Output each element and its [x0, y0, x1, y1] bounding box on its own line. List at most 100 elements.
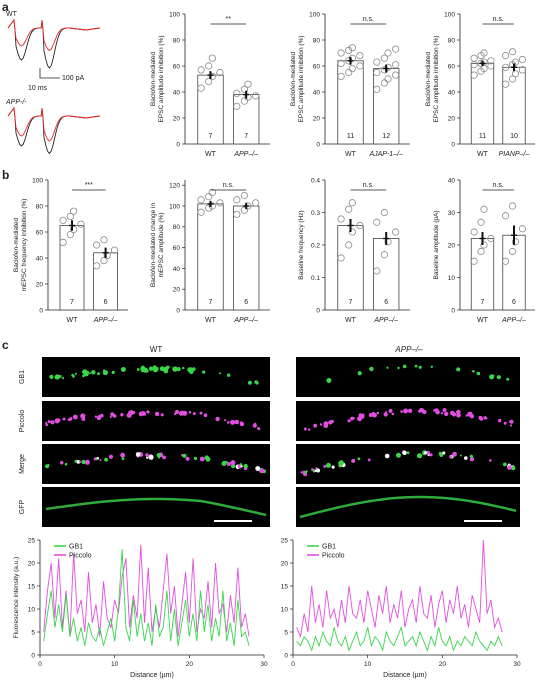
- puncta: [369, 366, 374, 372]
- puncta: [323, 465, 327, 468]
- n-label: 7: [244, 133, 248, 140]
- puncta: [496, 375, 501, 380]
- data-point: [373, 58, 381, 66]
- data-point: [240, 85, 248, 94]
- puncta: [239, 463, 243, 466]
- category-label: APP–/–: [373, 317, 398, 324]
- data-point: [197, 196, 205, 204]
- data-point: [100, 256, 108, 265]
- puncta: [109, 416, 112, 418]
- puncta: [73, 414, 78, 420]
- data-point: [205, 78, 213, 86]
- puncta: [357, 416, 362, 422]
- puncta: [429, 453, 433, 457]
- data-point: [384, 49, 392, 57]
- y-axis-label: Baclofen-mediated: [425, 52, 432, 107]
- puncta: [74, 460, 78, 463]
- puncta: [45, 423, 49, 427]
- puncta: [430, 365, 433, 368]
- n-label: 6: [512, 299, 516, 306]
- y-tick-label: 80: [313, 37, 321, 44]
- puncta: [146, 410, 150, 414]
- data-point: [501, 80, 510, 88]
- category-label: APP–/–: [233, 317, 258, 324]
- puncta: [498, 418, 502, 423]
- puncta: [328, 420, 333, 425]
- puncta: [139, 413, 142, 416]
- category-label: AJAP-1–/–: [368, 151, 403, 158]
- puncta: [311, 468, 314, 471]
- puncta: [225, 460, 228, 464]
- puncta: [444, 411, 449, 417]
- y-tick-label: 80: [173, 224, 181, 231]
- y-tick-label: 0: [451, 307, 455, 314]
- puncta: [449, 455, 453, 459]
- puncta: [146, 456, 149, 459]
- data-point: [348, 44, 356, 52]
- puncta: [452, 451, 457, 457]
- bar-0: [337, 225, 364, 311]
- puncta: [472, 370, 475, 373]
- data-point: [252, 199, 260, 207]
- data-point: [508, 202, 517, 210]
- n-label: 12: [382, 133, 390, 140]
- puncta: [323, 421, 329, 426]
- puncta: [456, 412, 461, 418]
- puncta: [203, 413, 208, 418]
- puncta: [72, 374, 75, 378]
- y-axis-label: Baseline frequency (Hz): [298, 210, 305, 279]
- y-axis-label: EPSC amplitude inhibition (%): [433, 35, 440, 122]
- puncta: [99, 459, 102, 461]
- y-tick-label: 0: [316, 141, 320, 148]
- puncta: [80, 413, 86, 419]
- puncta: [189, 367, 193, 371]
- puncta: [407, 408, 413, 413]
- series-line: [296, 625, 503, 652]
- bar-chart-a1: 0 20 40 60 80 100 7 WT 7 APP–/– ** Baclofen-mediate…: [150, 11, 270, 158]
- puncta: [319, 423, 323, 426]
- micrograph-frame: [42, 357, 270, 397]
- puncta: [178, 411, 184, 416]
- puncta: [489, 459, 492, 462]
- panel-letter-a: a: [2, 0, 9, 14]
- category-label: APP–/–: [93, 317, 118, 324]
- puncta: [303, 427, 307, 431]
- data-point: [380, 79, 388, 87]
- puncta: [259, 468, 265, 474]
- micrograph-row-label: GB1: [19, 370, 26, 384]
- puncta: [188, 410, 192, 414]
- puncta: [120, 367, 126, 372]
- micrographs: WT APP–/– GB1 Piccolo Merge GFP: [19, 345, 520, 527]
- puncta: [104, 457, 108, 462]
- puncta: [442, 408, 447, 412]
- puncta: [433, 409, 436, 412]
- gfp-dendrite: [299, 495, 517, 519]
- y-tick-label: 0.3: [311, 210, 320, 217]
- data-point: [477, 218, 485, 226]
- data-point: [470, 71, 478, 79]
- y-tick-label: 60: [36, 229, 44, 236]
- puncta: [326, 378, 332, 383]
- data-point: [373, 85, 381, 94]
- y-tick-label: 10: [448, 275, 456, 282]
- y-axis-label: mEPSC frequency inhibition (%): [21, 199, 28, 292]
- significance-label: n.s.: [223, 182, 234, 189]
- puncta: [417, 453, 423, 459]
- puncta: [82, 374, 85, 378]
- puncta: [61, 377, 65, 380]
- series-line: [296, 539, 503, 639]
- puncta: [338, 461, 341, 464]
- puncta: [376, 411, 380, 415]
- data-point: [470, 228, 478, 236]
- scale-bar: [39, 68, 60, 79]
- category-label: WT: [205, 151, 217, 158]
- puncta: [406, 451, 410, 455]
- puncta: [74, 372, 77, 375]
- n-label: 7: [481, 299, 485, 306]
- puncta: [331, 465, 335, 469]
- data-point: [501, 212, 510, 220]
- data-point: [373, 218, 381, 226]
- data-point: [205, 62, 213, 70]
- data-point: [216, 199, 224, 207]
